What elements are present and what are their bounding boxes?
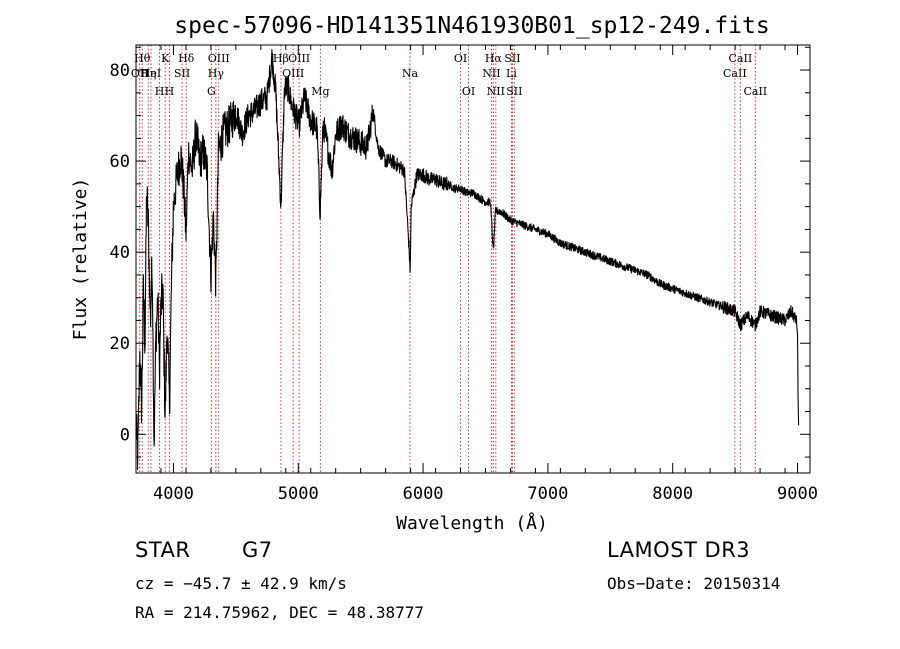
redshift-readout: cz = −45.7 ± 42.9 km/s xyxy=(135,574,347,593)
chart-title: spec-57096-HD141351N461930B01_sp12-249.f… xyxy=(174,13,769,39)
x-tick-label: 7000 xyxy=(527,484,568,504)
spectral-line-label-3: HeI xyxy=(141,67,161,80)
observation-date: Obs−Date: 20150314 xyxy=(607,574,781,593)
spectral-line-label-4: H xyxy=(155,85,165,98)
spectral-line-label-17: OI xyxy=(454,52,467,65)
y-tick-label: 20 xyxy=(110,334,130,354)
spectral-line-label-13: OIII xyxy=(282,67,304,80)
spectral-line-label-20: Hα xyxy=(485,52,503,65)
y-tick-label: 0 xyxy=(120,425,130,445)
spectral-line-label-19: NII xyxy=(482,67,500,80)
spectral-line-label-18: OI xyxy=(462,85,475,98)
spectrum-plot: spec-57096-HD141351N461930B01_sp12-249.f… xyxy=(70,13,818,534)
object-subclass: G7 xyxy=(242,538,273,562)
x-axis-label: Wavelength (Å) xyxy=(396,512,548,534)
spectrum-line xyxy=(135,48,800,471)
y-tick-label: 40 xyxy=(110,243,130,263)
x-tick-label: 9000 xyxy=(777,484,818,504)
spectral-line-label-11: OIII xyxy=(208,52,230,65)
x-tick-label: 6000 xyxy=(403,484,444,504)
survey-name: LAMOST DR3 xyxy=(607,538,751,562)
spectral-line-label-6: H xyxy=(165,85,175,98)
x-tick-label: 4000 xyxy=(153,484,194,504)
axes: 4000 5000 6000 7000 8000 9000 0 20 40 60 80 xyxy=(110,45,818,504)
spectral-line-label-1: Hθ xyxy=(134,52,151,65)
spectrum-series xyxy=(135,48,800,471)
spectral-line-label-10: Hγ xyxy=(208,67,225,80)
x-tick-label: 5000 xyxy=(278,484,319,504)
spectral-line-label-23: SII xyxy=(504,52,520,65)
spectral-line-label-12: Hβ xyxy=(273,52,289,65)
spectral-line-label-14: OIII xyxy=(288,52,310,65)
spectral-line-label-22: Li xyxy=(506,67,517,80)
spectral-line-label-5: K xyxy=(161,52,170,65)
spectral-line-label-27: CaII xyxy=(743,85,767,98)
coordinates-readout: RA = 214.75962, DEC = 48.38777 xyxy=(135,603,424,622)
spectral-line-label-25: CaII xyxy=(723,67,747,80)
spectral-line-label-9: G xyxy=(207,85,216,98)
spectral-line-label-15: Mg xyxy=(311,85,329,98)
plot-frame xyxy=(135,44,811,474)
spectral-line-label-16: Na xyxy=(402,67,419,80)
spectral-line-label-24: SII xyxy=(506,85,522,98)
object-class: STAR xyxy=(135,538,191,562)
y-axis-label: Flux (relative) xyxy=(70,178,91,341)
spectral-line-label-26: CaII xyxy=(729,52,753,65)
spectral-line-label-8: Hδ xyxy=(178,52,195,65)
y-tick-label: 60 xyxy=(110,152,130,172)
spectral-line-label-7: SII xyxy=(174,67,190,80)
x-tick-label: 8000 xyxy=(652,484,693,504)
y-tick-label: 80 xyxy=(110,61,130,81)
spectral-line-label-21: NII xyxy=(487,85,505,98)
